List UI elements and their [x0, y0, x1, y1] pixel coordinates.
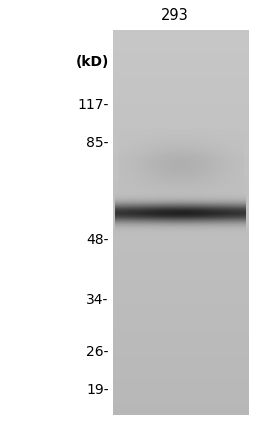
- Text: 85-: 85-: [86, 136, 109, 150]
- Text: 117-: 117-: [77, 98, 109, 112]
- Text: 19-: 19-: [86, 383, 109, 397]
- Text: 48-: 48-: [86, 233, 109, 247]
- Text: 26-: 26-: [86, 345, 109, 359]
- Text: (kD): (kD): [75, 55, 109, 69]
- Text: 293: 293: [161, 7, 189, 22]
- Text: 34-: 34-: [86, 293, 109, 307]
